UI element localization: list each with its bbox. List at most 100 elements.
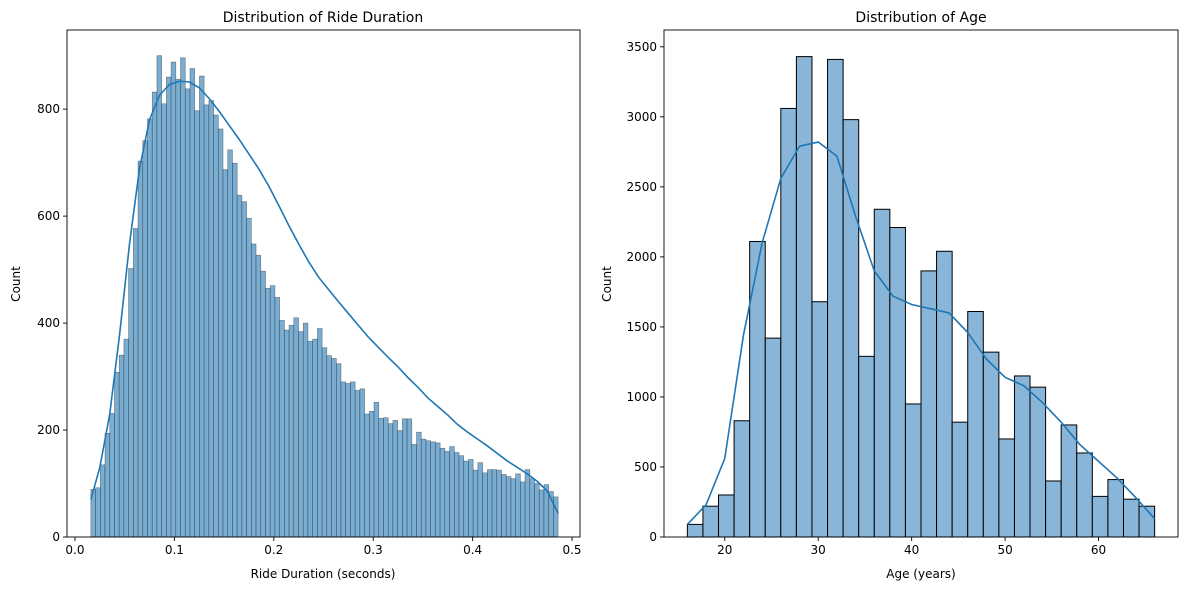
histogram-bar bbox=[170, 61, 177, 538]
x-tick-label: 50 bbox=[997, 543, 1012, 557]
histogram-bar bbox=[416, 431, 422, 538]
histogram-bar bbox=[458, 455, 465, 538]
histogram-bar bbox=[982, 351, 1000, 538]
histogram-bar bbox=[1060, 424, 1078, 538]
histogram-bar bbox=[156, 55, 162, 538]
histogram-bar bbox=[326, 355, 332, 538]
histogram-bar bbox=[967, 311, 984, 538]
histogram-bar bbox=[359, 388, 365, 538]
histogram-bar bbox=[998, 438, 1015, 538]
histogram-bar bbox=[468, 459, 474, 538]
histogram-bar bbox=[538, 489, 545, 538]
histogram-bar bbox=[354, 390, 361, 538]
x-tick-label: 0.0 bbox=[65, 543, 84, 557]
kde-line bbox=[90, 80, 559, 514]
histogram-bar bbox=[321, 347, 328, 538]
histogram-bar bbox=[194, 110, 200, 538]
histogram-bar bbox=[392, 420, 398, 538]
histogram-bar bbox=[293, 317, 299, 538]
histogram-bar bbox=[255, 254, 262, 538]
histogram-bar bbox=[331, 358, 337, 538]
histogram-bar bbox=[227, 149, 233, 538]
histogram-bar bbox=[430, 441, 436, 538]
histogram-bar bbox=[686, 523, 704, 538]
histogram-bar bbox=[387, 423, 394, 538]
histogram-bar bbox=[369, 411, 375, 538]
histogram-bar bbox=[487, 469, 493, 538]
histogram-bar bbox=[397, 430, 403, 538]
x-tick-label: 0.5 bbox=[562, 543, 581, 557]
y-tick-label: 3500 bbox=[626, 40, 657, 54]
histogram-bar bbox=[180, 57, 186, 538]
histogram-bar bbox=[208, 100, 214, 538]
ride-duration-histogram-panel: Distribution of Ride Duration Ride Durat… bbox=[9, 10, 582, 581]
y-tick-label: 2500 bbox=[626, 180, 657, 194]
y-tick-label: 1500 bbox=[626, 320, 657, 334]
y-tick-label: 600 bbox=[37, 209, 60, 223]
histogram-bar bbox=[151, 91, 158, 538]
histogram-bar bbox=[505, 476, 512, 538]
histogram-bar bbox=[340, 381, 347, 538]
kde-line bbox=[686, 141, 1156, 525]
histogram-bar bbox=[425, 440, 431, 538]
histogram-bar bbox=[217, 128, 224, 538]
histogram-bar bbox=[873, 208, 891, 538]
histogram-bar bbox=[274, 297, 280, 538]
histogram-bar bbox=[702, 505, 720, 538]
x-axis-label: Age (years) bbox=[886, 567, 955, 581]
y-tick-label: 500 bbox=[634, 460, 657, 474]
histogram-bar bbox=[477, 462, 483, 538]
histogram-bar bbox=[510, 478, 516, 538]
histogram-bar bbox=[137, 160, 144, 538]
histogram-bar bbox=[269, 285, 276, 538]
y-axis-label: Count bbox=[9, 266, 23, 302]
histogram-bar bbox=[463, 460, 469, 538]
histogram-bar bbox=[166, 76, 172, 538]
histogram-bar bbox=[524, 469, 531, 538]
histogram-bar bbox=[298, 331, 304, 538]
histogram-bar bbox=[189, 68, 195, 538]
axes-frame bbox=[663, 29, 1179, 538]
histogram-bar bbox=[279, 320, 285, 538]
histogram-bar bbox=[515, 473, 521, 538]
histogram-bar bbox=[114, 371, 120, 538]
histogram-bar bbox=[1029, 386, 1047, 538]
histogram-bar bbox=[439, 447, 446, 538]
histogram-bar bbox=[142, 140, 148, 538]
histogram-bar bbox=[904, 403, 922, 538]
histogram-bar bbox=[406, 418, 413, 538]
histogram-bar bbox=[312, 338, 318, 538]
histogram-bar bbox=[184, 88, 191, 538]
histogram-bar bbox=[133, 228, 139, 538]
histogram-bar bbox=[951, 421, 969, 538]
histogram-bar bbox=[420, 438, 427, 538]
y-axis-label: Count bbox=[600, 266, 614, 302]
histogram-bar bbox=[95, 487, 101, 538]
y-tick-label: 800 bbox=[37, 102, 60, 116]
x-tick-label: 40 bbox=[904, 543, 919, 557]
histogram-bar bbox=[345, 383, 351, 538]
histogram-bar bbox=[260, 270, 266, 538]
histogram-bar bbox=[491, 469, 498, 538]
histogram-bar bbox=[733, 420, 751, 538]
histogram-bar bbox=[251, 243, 257, 538]
histogram-bar bbox=[161, 103, 167, 538]
histogram-bar bbox=[453, 452, 460, 538]
histogram-bar bbox=[222, 169, 229, 538]
histogram-bar bbox=[411, 444, 417, 538]
histogram-bar bbox=[123, 338, 129, 538]
histogram-bar bbox=[1045, 480, 1062, 538]
histogram-bar bbox=[1076, 452, 1093, 538]
histogram-bar bbox=[100, 464, 106, 538]
chart-title: Distribution of Age bbox=[855, 10, 986, 26]
axes-frame bbox=[66, 29, 581, 538]
histogram-bar bbox=[553, 496, 559, 538]
y-tick-label: 3000 bbox=[626, 110, 657, 124]
x-tick-label: 20 bbox=[717, 543, 732, 557]
histogram-bar bbox=[780, 107, 797, 538]
x-tick-label: 60 bbox=[1091, 543, 1106, 557]
histogram-bar bbox=[118, 354, 125, 538]
histogram-bar bbox=[496, 469, 502, 538]
age-histogram-panel: Distribution of Age Age (years) Count 20… bbox=[600, 10, 1179, 581]
